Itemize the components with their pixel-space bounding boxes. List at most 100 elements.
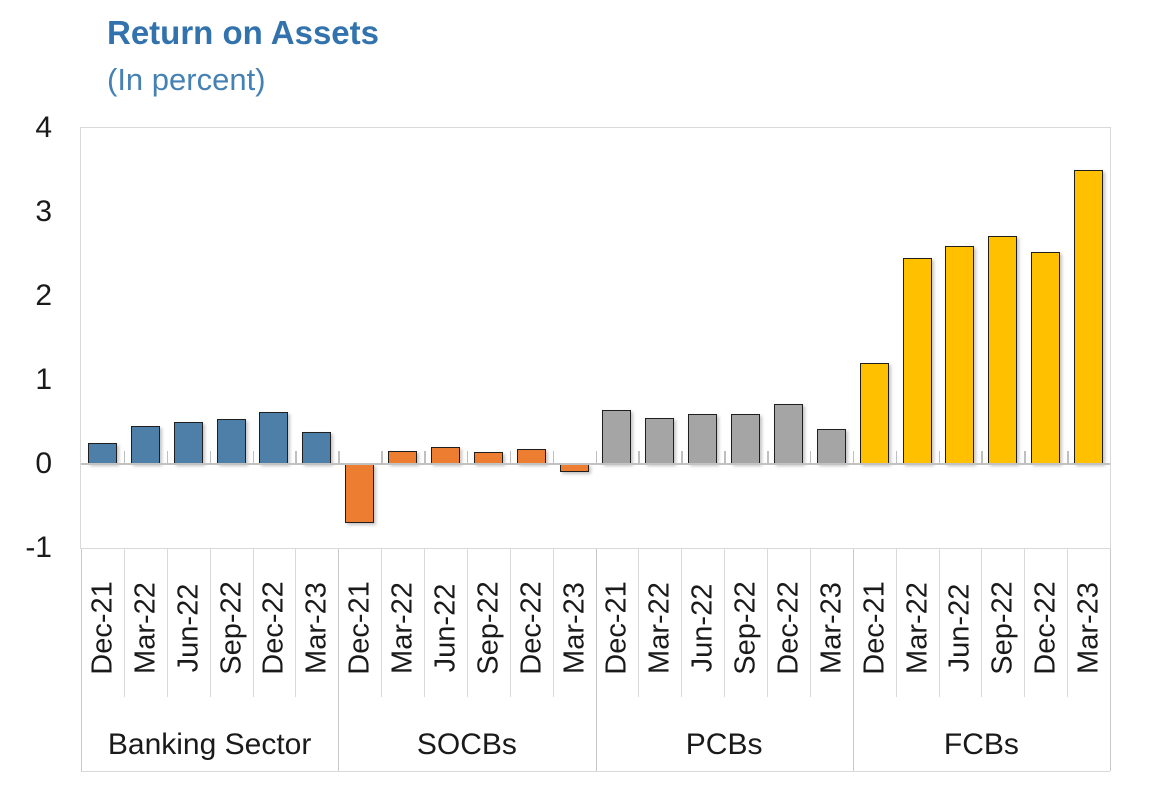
bar-socbs-dec-22 bbox=[516, 448, 546, 464]
bar-pcbs-dec-22 bbox=[773, 403, 803, 464]
x-tick-label: Dec-21 bbox=[343, 581, 376, 675]
axis-tick bbox=[767, 451, 769, 464]
x-tick-label: Mar-22 bbox=[901, 582, 934, 674]
axis-tick bbox=[809, 451, 812, 464]
bar-socbs-mar-22 bbox=[388, 451, 418, 464]
category-separator bbox=[466, 549, 468, 697]
category-separator bbox=[681, 549, 683, 697]
axis-tick bbox=[381, 451, 383, 464]
axis-tick bbox=[1024, 451, 1026, 464]
group-separator bbox=[1110, 549, 1111, 771]
x-tick-label: Mar-23 bbox=[815, 582, 848, 674]
category-separator bbox=[166, 549, 168, 697]
group-label-socbs: SOCBs bbox=[416, 728, 517, 761]
x-tick-label: Mar-22 bbox=[386, 582, 419, 674]
axis-tick bbox=[638, 451, 640, 464]
axis-tick bbox=[724, 451, 726, 464]
axis-tick bbox=[938, 451, 940, 464]
chart-title: Return on Assets bbox=[107, 14, 379, 51]
category-separator bbox=[295, 549, 297, 697]
bar-socbs-mar-23 bbox=[559, 464, 589, 473]
category-separator bbox=[638, 549, 640, 697]
y-tick-label: 0 bbox=[35, 447, 52, 480]
category-separator bbox=[424, 549, 425, 697]
x-tick-label: Jun-22 bbox=[943, 583, 976, 673]
bar-banking-sector-dec-21 bbox=[87, 443, 117, 464]
group-label-banking-sector: Banking Sector bbox=[107, 728, 312, 761]
bar-fcbs-dec-22 bbox=[1031, 252, 1061, 464]
axis-tick bbox=[166, 451, 169, 464]
group-separator bbox=[338, 549, 340, 771]
plot-border bbox=[80, 127, 1111, 549]
category-separator bbox=[252, 549, 254, 697]
bar-socbs-dec-21 bbox=[345, 464, 375, 523]
zero-axis-line bbox=[81, 463, 1110, 465]
bar-banking-sector-jun-22 bbox=[173, 422, 203, 464]
axis-tick bbox=[123, 451, 126, 464]
axis-tick bbox=[552, 451, 555, 464]
bar-fcbs-sep-22 bbox=[988, 235, 1018, 464]
x-tick-label: Mar-22 bbox=[643, 582, 676, 674]
category-separator bbox=[1024, 549, 1026, 697]
bar-pcbs-dec-21 bbox=[602, 410, 632, 464]
axis-tick bbox=[852, 451, 855, 464]
bar-fcbs-jun-22 bbox=[945, 245, 975, 464]
x-tick-label: Sep-22 bbox=[986, 581, 1019, 675]
group-separator bbox=[595, 549, 597, 771]
x-tick-label: Jun-22 bbox=[172, 583, 205, 673]
group-separator bbox=[81, 549, 82, 771]
x-tick-label: Dec-21 bbox=[600, 581, 633, 675]
x-tick-label: Mar-22 bbox=[129, 582, 162, 674]
group-separator bbox=[852, 549, 854, 771]
axis-tick bbox=[209, 451, 212, 464]
x-tick-label: Dec-21 bbox=[86, 581, 119, 675]
x-tick-label: Sep-22 bbox=[215, 581, 248, 675]
bar-pcbs-mar-23 bbox=[816, 428, 846, 464]
category-separator bbox=[767, 549, 768, 697]
category-separator bbox=[809, 549, 811, 697]
x-tick-label: Dec-22 bbox=[257, 581, 290, 675]
group-label-pcbs: PCBs bbox=[685, 728, 763, 761]
axis-tick bbox=[595, 451, 597, 464]
bar-socbs-sep-22 bbox=[473, 452, 503, 464]
category-separator bbox=[552, 549, 554, 697]
bar-pcbs-sep-22 bbox=[731, 413, 761, 464]
y-tick-label: 2 bbox=[35, 279, 52, 312]
category-separator bbox=[509, 549, 511, 697]
bar-banking-sector-dec-22 bbox=[259, 411, 289, 464]
axis-bottom-rule bbox=[81, 771, 1110, 772]
x-tick-label: Mar-23 bbox=[1072, 582, 1105, 674]
axis-tick bbox=[981, 451, 983, 464]
x-tick-label: Mar-23 bbox=[558, 582, 591, 674]
y-tick-label: 4 bbox=[35, 111, 52, 144]
bar-banking-sector-mar-23 bbox=[302, 432, 332, 464]
category-separator bbox=[938, 549, 940, 697]
x-tick-label: Mar-23 bbox=[300, 582, 333, 674]
x-tick-label: Sep-22 bbox=[729, 581, 762, 675]
bar-pcbs-mar-22 bbox=[645, 417, 675, 464]
y-tick-label: 1 bbox=[35, 363, 52, 396]
category-separator bbox=[1067, 549, 1069, 697]
x-tick-label: Dec-22 bbox=[1029, 581, 1062, 675]
axis-tick bbox=[895, 451, 898, 464]
category-separator bbox=[981, 549, 983, 697]
bar-fcbs-mar-23 bbox=[1074, 170, 1104, 464]
x-tick-label: Dec-21 bbox=[858, 581, 891, 675]
category-separator bbox=[123, 549, 125, 697]
category-separator bbox=[381, 549, 383, 697]
axis-tick bbox=[424, 451, 426, 464]
x-tick-label: Jun-22 bbox=[429, 583, 462, 673]
x-tick-label: Dec-22 bbox=[772, 581, 805, 675]
axis-tick bbox=[509, 451, 512, 464]
bar-banking-sector-mar-22 bbox=[130, 426, 160, 464]
x-tick-label: Dec-22 bbox=[515, 581, 548, 675]
category-separator bbox=[724, 549, 726, 697]
x-tick-label: Jun-22 bbox=[686, 583, 719, 673]
axis-tick bbox=[466, 451, 469, 464]
axis-tick bbox=[338, 451, 340, 464]
y-tick-label: -1 bbox=[25, 531, 52, 564]
bar-socbs-jun-22 bbox=[430, 447, 460, 464]
axis-tick bbox=[681, 451, 683, 464]
group-label-fcbs: FCBs bbox=[943, 728, 1019, 761]
